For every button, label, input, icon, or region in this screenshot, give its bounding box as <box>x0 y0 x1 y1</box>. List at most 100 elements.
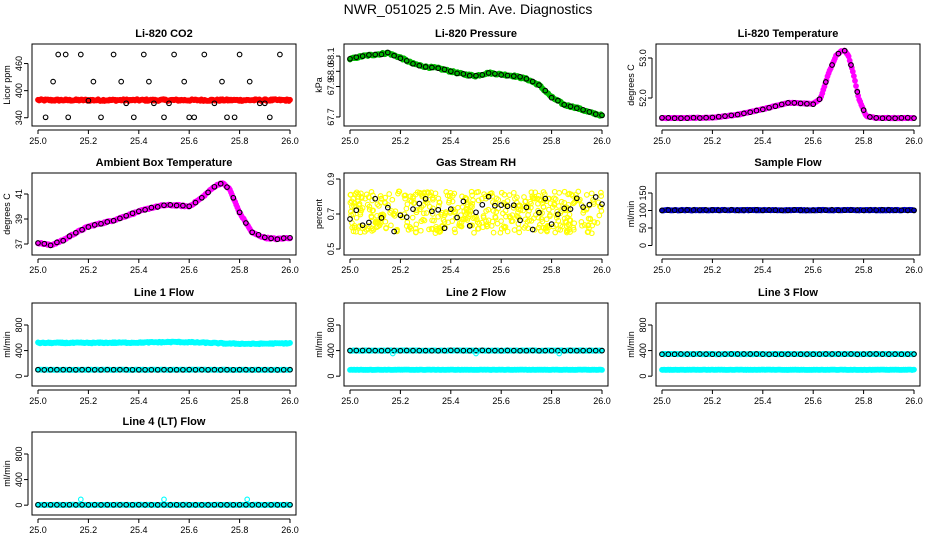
data-point-points <box>510 73 517 79</box>
x-tick-label: 25.2 <box>80 525 98 535</box>
data-point-points <box>747 109 754 116</box>
data-point-points <box>90 78 97 85</box>
data-point-points <box>366 52 372 58</box>
panel-7: Line 1 Flow 25.0 25.2 25.4 25.6 25.8 26.0 0 400 8… <box>2 287 299 406</box>
data-point-points <box>659 114 665 121</box>
data-point-dense <box>551 200 558 207</box>
x-tick-label: 25.0 <box>341 396 359 406</box>
x-tick-label: 26.0 <box>281 525 299 535</box>
data-point-dense <box>468 202 474 209</box>
data-point-points <box>555 211 561 218</box>
data-point-dense <box>561 199 568 206</box>
data-points <box>347 49 605 119</box>
y-tick-label: 53.0 <box>638 49 648 67</box>
data-point-dense <box>412 225 419 232</box>
data-point-points <box>460 198 467 205</box>
data-point-dense <box>528 189 535 196</box>
data-point-points <box>678 115 684 122</box>
data-points <box>347 347 605 373</box>
data-point-dense <box>581 222 588 228</box>
data-point-points <box>353 54 360 61</box>
data-point-points <box>231 114 238 121</box>
data-point-points <box>435 206 442 213</box>
data-point-dense <box>536 196 543 203</box>
data-point-dense <box>473 216 480 223</box>
data-point-points <box>548 221 555 227</box>
data-point-dense <box>464 199 470 205</box>
data-point-points <box>766 104 772 111</box>
y-tick-label: 150 <box>638 185 648 200</box>
data-point-points <box>224 114 230 121</box>
x-axis: 25.0 25.2 25.4 25.6 25.8 26.0 <box>653 258 923 275</box>
plot-frame <box>343 43 609 127</box>
data-point-dense <box>378 196 385 202</box>
data-point-points <box>151 100 157 107</box>
data-point-points <box>492 70 498 77</box>
data-point-dense <box>502 213 509 220</box>
data-point-points <box>378 51 385 58</box>
data-point-points <box>879 115 886 122</box>
x-tick-label: 25.0 <box>653 136 671 146</box>
y-tick-label: 800 <box>326 317 336 332</box>
data-point-points <box>435 65 442 72</box>
data-point-points <box>161 114 167 121</box>
data-point-dense <box>355 202 362 208</box>
data-point-points <box>41 240 48 247</box>
data-point-dense <box>551 188 558 195</box>
data-point-points <box>54 239 60 246</box>
data-point-dense <box>459 193 465 200</box>
y-tick-label: 0.5 <box>326 243 336 256</box>
y-axis: 37 39 41 <box>14 189 29 249</box>
y-tick-label: 68.1 <box>326 47 336 65</box>
data-point-points <box>517 217 523 224</box>
data-point-dense <box>347 199 354 206</box>
data-point-points <box>454 70 460 77</box>
x-axis: 25.0 25.2 25.4 25.6 25.8 26.0 <box>653 129 923 146</box>
data-point-dense <box>451 226 458 233</box>
data-point-points <box>98 220 104 227</box>
data-point-points <box>690 114 697 121</box>
data-point-points <box>816 96 823 103</box>
x-tick-label: 25.4 <box>130 396 148 406</box>
y-tick-label: 340 <box>14 110 24 125</box>
y-tick-label: 67.7 <box>326 108 336 126</box>
data-point-points <box>791 100 798 106</box>
data-point-points <box>280 235 287 241</box>
data-point-points <box>378 215 385 221</box>
data-point-points <box>117 215 123 222</box>
panel-5: Gas Stream RH 25.0 25.2 25.4 25.6 25.8 26.0 0.5… <box>314 157 611 275</box>
data-point-dense <box>540 189 547 195</box>
data-point-points <box>110 217 117 224</box>
data-point-points <box>466 223 473 229</box>
data-point-dense <box>489 218 496 225</box>
data-point-dense <box>372 218 379 225</box>
data-point-points <box>441 225 448 232</box>
data-point-dense <box>382 218 389 225</box>
data-point-points <box>542 87 549 94</box>
data-point-points <box>741 110 747 117</box>
x-tick-label: 25.6 <box>804 265 822 275</box>
x-axis: 25.0 25.2 25.4 25.6 25.8 26.0 <box>653 389 923 406</box>
y-axis-label: degrees C <box>626 64 636 106</box>
data-point-points <box>224 184 230 190</box>
data-points <box>35 51 293 121</box>
data-point-dense <box>579 222 585 229</box>
data-point-points <box>567 103 574 110</box>
data-point-dense <box>413 209 420 216</box>
y-tick-label: 0 <box>14 503 24 508</box>
data-point-points <box>384 204 391 211</box>
data-point-dense <box>434 227 441 233</box>
y-axis: 340 400 460 <box>14 56 29 125</box>
y-axis-label: ml/min <box>626 201 636 228</box>
y-tick-label: 0.7 <box>326 208 336 221</box>
data-point-points <box>479 201 486 208</box>
data-point-dense <box>417 227 424 234</box>
data-point-points <box>498 72 505 78</box>
data-point-dense <box>370 207 376 214</box>
data-point-points <box>485 70 492 76</box>
x-tick-label: 26.0 <box>593 136 611 146</box>
data-point-points <box>822 79 829 85</box>
data-point-points <box>140 51 147 58</box>
data-point-dense <box>379 211 386 218</box>
data-point-dense <box>353 214 360 221</box>
